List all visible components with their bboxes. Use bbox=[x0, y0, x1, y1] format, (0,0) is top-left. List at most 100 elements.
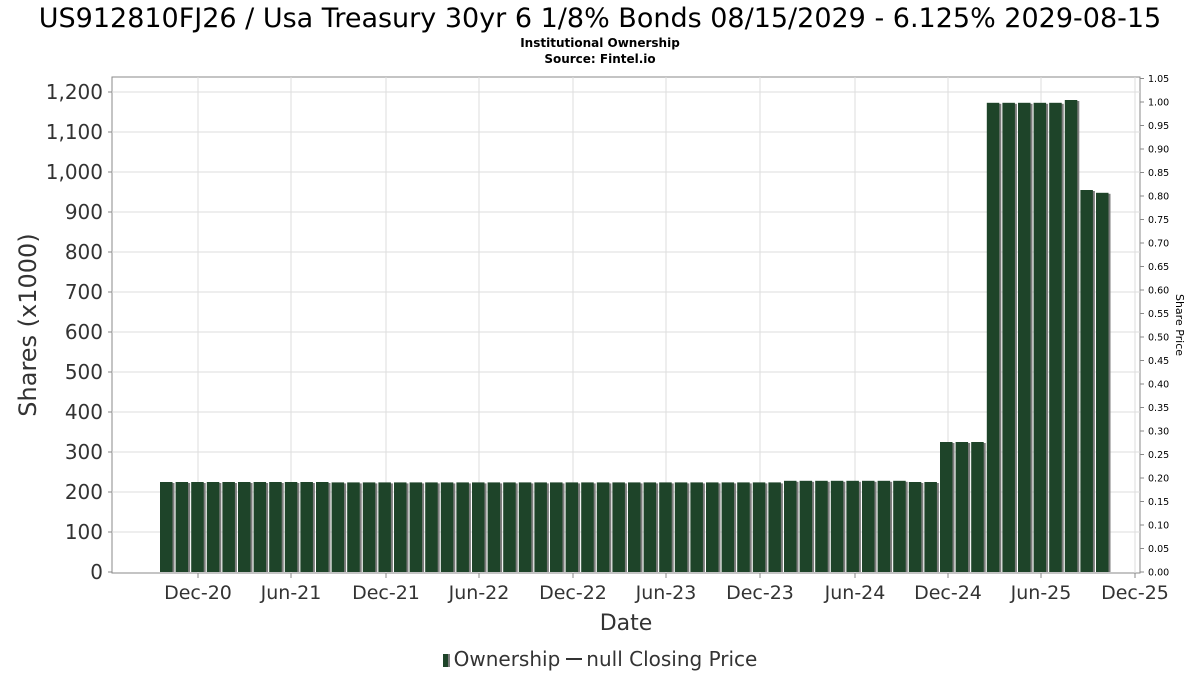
ownership-bar bbox=[284, 482, 298, 572]
ownership-bar bbox=[160, 482, 173, 572]
ownership-bar bbox=[862, 480, 875, 572]
y-tick-label: 1,200 bbox=[46, 80, 103, 104]
x-tick-label: Jun-25 bbox=[1010, 582, 1072, 604]
ownership-bar bbox=[830, 480, 844, 572]
ownership-legend-swatch bbox=[442, 654, 450, 667]
ownership-bar bbox=[253, 482, 267, 572]
ownership-bar bbox=[347, 482, 360, 572]
ownership-bar bbox=[893, 480, 906, 572]
y2-tick-label: 0.55 bbox=[1148, 309, 1169, 320]
ownership-bar bbox=[768, 482, 781, 572]
ownership-bar bbox=[674, 482, 688, 572]
ownership-bar bbox=[409, 482, 423, 572]
y2-tick-label: 1.05 bbox=[1148, 74, 1169, 85]
ownership-bar bbox=[472, 482, 485, 572]
y-tick-label: 100 bbox=[65, 520, 103, 544]
ownership-bar bbox=[191, 482, 204, 572]
ownership-bar bbox=[534, 482, 547, 572]
y-tick-label: 1,000 bbox=[46, 160, 103, 184]
ownership-bar bbox=[550, 482, 563, 572]
ownership-bar bbox=[908, 482, 922, 572]
ownership-bar bbox=[924, 482, 937, 572]
x-tick-label: Jun-23 bbox=[635, 582, 697, 604]
ownership-bar bbox=[581, 482, 594, 572]
y2-tick-label: 0.70 bbox=[1148, 239, 1169, 250]
ownership-bar bbox=[596, 482, 610, 572]
legend-closing-price-label: null Closing Price bbox=[586, 647, 758, 671]
chart-source: Source: Fintel.io bbox=[544, 52, 656, 66]
y2-tick-label: 0.00 bbox=[1148, 568, 1169, 579]
ownership-bar bbox=[706, 482, 719, 572]
ownership-bar bbox=[300, 482, 313, 572]
y-axis-title: Shares (x1000) bbox=[14, 233, 42, 416]
ownership-bar bbox=[1080, 190, 1093, 572]
ownership-bar bbox=[222, 482, 235, 572]
ownership-bar bbox=[1064, 100, 1078, 572]
y2-tick-label: 0.30 bbox=[1148, 427, 1169, 438]
y2-tick-label: 0.20 bbox=[1148, 474, 1169, 485]
y2-tick-label: 0.95 bbox=[1148, 121, 1169, 132]
y-tick-label: 500 bbox=[65, 360, 103, 384]
ownership-bar bbox=[503, 482, 516, 572]
ownership-bar bbox=[737, 482, 750, 572]
ownership-bar bbox=[815, 480, 828, 572]
y-tick-label: 700 bbox=[65, 280, 103, 304]
ownership-bar bbox=[659, 482, 672, 572]
x-tick-label: Jun-24 bbox=[824, 582, 886, 604]
x-tick-label: Dec-23 bbox=[726, 582, 794, 604]
ownership-bar bbox=[846, 480, 859, 572]
y-tick-label: 0 bbox=[90, 560, 103, 584]
ownership-bar bbox=[206, 482, 220, 572]
y-tick-label: 800 bbox=[65, 240, 103, 264]
ownership-bar bbox=[784, 480, 797, 572]
ownership-bar bbox=[1049, 102, 1062, 573]
y2-axis-title: Share Price bbox=[1173, 294, 1186, 356]
ownership-bar bbox=[643, 482, 657, 572]
ownership-bar bbox=[877, 480, 891, 572]
y2-tick-label: 0.65 bbox=[1148, 262, 1169, 273]
y2-tick-label: 0.80 bbox=[1148, 192, 1169, 203]
y2-tick-label: 0.25 bbox=[1148, 450, 1169, 461]
ownership-bar bbox=[940, 442, 953, 572]
ownership-bar bbox=[628, 482, 641, 572]
x-tick-label: Jun-22 bbox=[448, 582, 510, 604]
ownership-bar bbox=[955, 442, 969, 572]
chart-subtitle: Institutional Ownership bbox=[520, 36, 680, 50]
y2-tick-label: 0.85 bbox=[1148, 168, 1169, 179]
ownership-bar bbox=[721, 482, 735, 572]
y2-tick-label: 0.75 bbox=[1148, 215, 1169, 226]
y2-tick-label: 0.90 bbox=[1148, 145, 1169, 156]
y2-tick-label: 0.15 bbox=[1148, 497, 1169, 508]
x-tick-label: Jun-21 bbox=[260, 582, 322, 604]
ownership-bar bbox=[175, 482, 189, 572]
ownership-bar bbox=[269, 482, 282, 572]
y2-tick-label: 0.05 bbox=[1148, 544, 1169, 555]
legend: Ownership null Closing Price bbox=[0, 647, 1200, 671]
y-tick-label: 600 bbox=[65, 320, 103, 344]
ownership-bar bbox=[425, 482, 438, 572]
ownership-bar bbox=[518, 482, 532, 572]
ownership-bar bbox=[612, 482, 625, 572]
y2-tick-label: 0.35 bbox=[1148, 403, 1169, 414]
ownership-bar bbox=[565, 482, 579, 572]
ownership-bar bbox=[456, 482, 469, 572]
closing-price-legend-swatch bbox=[566, 658, 583, 660]
ownership-bar bbox=[394, 482, 407, 572]
ownership-bar bbox=[986, 102, 1000, 573]
ownership-bar bbox=[1018, 102, 1031, 573]
ownership-bar bbox=[1002, 102, 1015, 573]
x-axis-title: Date bbox=[600, 611, 653, 636]
y-tick-label: 900 bbox=[65, 200, 103, 224]
y2-tick-label: 0.10 bbox=[1148, 521, 1169, 532]
ownership-bar bbox=[362, 482, 376, 572]
chart-title: US912810FJ26 / Usa Treasury 30yr 6 1/8% … bbox=[38, 3, 1162, 34]
y2-tick-label: 0.40 bbox=[1148, 380, 1169, 391]
y-tick-label: 1,100 bbox=[46, 120, 103, 144]
ownership-bar bbox=[378, 482, 391, 572]
ownership-bar bbox=[799, 480, 813, 572]
ownership-bar bbox=[487, 482, 501, 572]
ownership-bar bbox=[1096, 192, 1109, 573]
ownership-bar bbox=[752, 482, 766, 572]
ownership-bar bbox=[238, 482, 251, 572]
